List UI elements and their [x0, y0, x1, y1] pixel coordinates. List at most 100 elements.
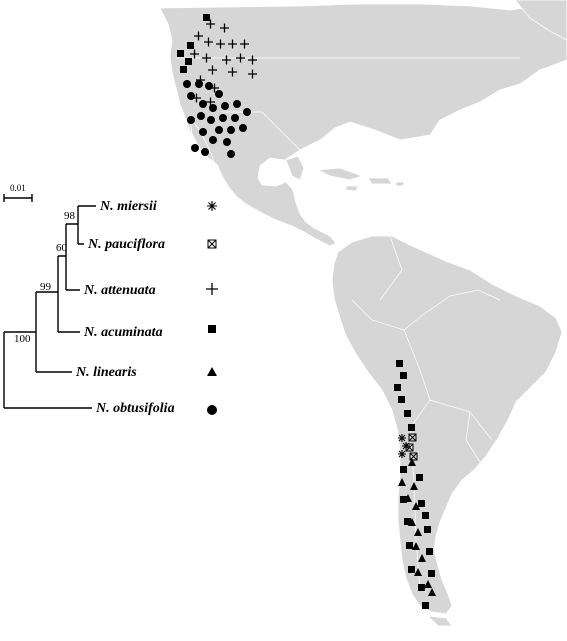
- square-marker: [404, 518, 411, 525]
- square-marker: [422, 602, 429, 609]
- square-marker: [400, 466, 407, 473]
- circle-marker: [199, 100, 207, 108]
- square-marker: [396, 360, 403, 367]
- triangle-marker: [418, 554, 426, 562]
- circle-marker: [195, 80, 203, 88]
- plus-marker: [228, 67, 237, 77]
- square-marker: [426, 548, 433, 555]
- taxon-label-miersii: N. miersii: [99, 199, 157, 214]
- legend-square-icon: [208, 325, 216, 333]
- asterisk-marker: [398, 450, 406, 458]
- plus-marker: [194, 31, 203, 41]
- circle-marker: [243, 108, 251, 116]
- square-marker: [394, 384, 401, 391]
- plus-marker: [206, 19, 215, 29]
- bootstrap-98: 98: [64, 210, 76, 222]
- circle-marker: [227, 150, 235, 158]
- legend-circle-icon: [207, 405, 217, 415]
- plus-marker: [248, 69, 257, 79]
- taxon-label-linearis: N. linearis: [75, 365, 137, 380]
- triangle-marker: [412, 502, 420, 510]
- greenland-edge: [514, 0, 567, 41]
- square-marker: [408, 566, 415, 573]
- legend-asterisk-icon: [207, 201, 217, 211]
- triangle-marker: [404, 494, 412, 502]
- legend-plus-icon: [206, 283, 218, 295]
- square-marker: [406, 542, 413, 549]
- square-marker: [203, 14, 210, 21]
- caribbean-islands: [316, 167, 405, 192]
- circle-marker: [227, 126, 235, 134]
- circle-marker: [199, 128, 207, 136]
- acuminata-points-north: [177, 14, 210, 73]
- phylogenetic-tree: 0.01 98 60 99 100 N. miersii N. pauciflo…: [3, 183, 218, 416]
- plus-marker: [190, 49, 199, 59]
- square-marker: [400, 496, 407, 503]
- taxon-label-obtusifolia: N. obtusifolia: [95, 401, 175, 416]
- attenuata-points: [190, 19, 257, 107]
- circle-marker: [209, 136, 217, 144]
- legend-triangle-icon: [207, 367, 217, 376]
- pauciflora-points: [405, 433, 418, 461]
- legend-crossed-square-icon: [207, 239, 217, 249]
- circle-marker: [239, 124, 247, 132]
- americas-map: [159, 0, 567, 627]
- square-marker: [398, 396, 405, 403]
- triangle-marker: [412, 542, 420, 550]
- circle-marker: [219, 114, 227, 122]
- taxon-label-pauciflora: N. pauciflora: [87, 237, 165, 252]
- taxon-label-attenuata: N. attenuata: [83, 283, 156, 298]
- plus-marker: [248, 55, 257, 65]
- square-marker: [177, 50, 184, 57]
- circle-marker: [223, 138, 231, 146]
- circle-marker: [205, 82, 213, 90]
- asterisk-marker: [398, 434, 406, 442]
- triangle-marker: [414, 568, 422, 576]
- acuminata-points-south: [394, 360, 435, 609]
- circle-marker: [233, 100, 241, 108]
- circle-marker: [207, 116, 215, 124]
- circle-marker: [187, 116, 195, 124]
- plus-marker: [202, 53, 211, 63]
- square-marker: [418, 584, 425, 591]
- plus-marker: [222, 55, 231, 65]
- florida-peninsula: [285, 155, 305, 181]
- circle-marker: [215, 90, 223, 98]
- plus-marker: [204, 37, 213, 47]
- legend-symbols: [206, 201, 218, 415]
- plus-marker: [240, 39, 249, 49]
- circle-marker: [201, 148, 209, 156]
- circle-marker: [209, 104, 217, 112]
- bootstrap-100: 100: [14, 333, 31, 345]
- square-marker: [404, 410, 411, 417]
- plus-marker: [236, 53, 245, 63]
- triangle-marker: [414, 528, 422, 536]
- triangle-marker: [424, 580, 432, 588]
- square-marker: [422, 512, 429, 519]
- triangle-marker: [408, 458, 416, 466]
- circle-marker: [183, 80, 191, 88]
- scale-bar: 0.01: [3, 183, 33, 202]
- square-marker: [185, 58, 192, 65]
- tierra-del-fuego: [426, 615, 453, 627]
- crossed-square-marker: [408, 433, 417, 442]
- circle-marker: [187, 92, 195, 100]
- bootstrap-99: 99: [40, 281, 52, 293]
- taxon-label-acuminata: N. acuminata: [83, 325, 163, 340]
- square-marker: [416, 474, 423, 481]
- square-marker: [400, 372, 407, 379]
- square-marker: [408, 424, 415, 431]
- crossed-square-marker: [409, 452, 418, 461]
- tree-branches: [3, 205, 96, 409]
- scale-bar-label: 0.01: [10, 183, 26, 193]
- triangle-marker: [408, 518, 416, 526]
- plus-marker: [208, 65, 217, 75]
- triangle-marker: [410, 482, 418, 490]
- square-marker: [180, 66, 187, 73]
- plus-marker: [216, 39, 225, 49]
- plus-marker: [220, 23, 229, 33]
- circle-marker: [231, 114, 239, 122]
- triangle-marker: [398, 478, 406, 486]
- circle-marker: [215, 126, 223, 134]
